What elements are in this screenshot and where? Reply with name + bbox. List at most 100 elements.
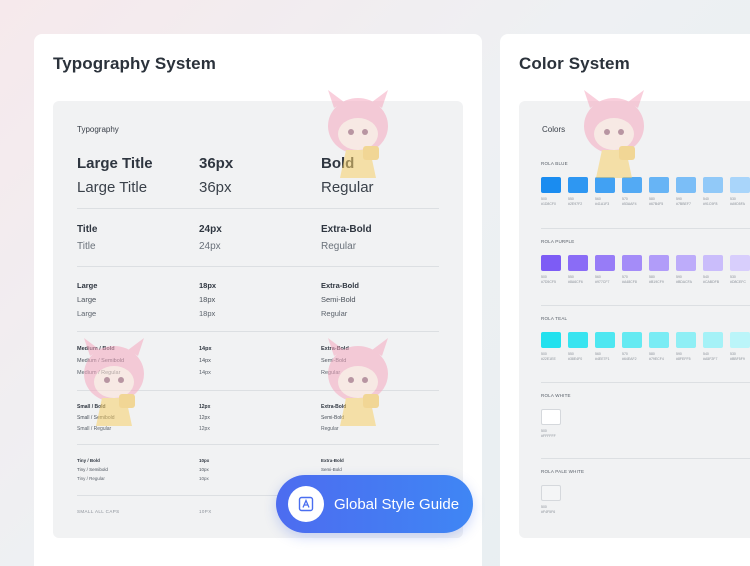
- swatch-meta: 570 #A48CF8: [622, 275, 637, 284]
- type-name: Title: [77, 241, 96, 252]
- swatch-step: 590: [676, 352, 682, 356]
- color-swatch[interactable]: [541, 177, 561, 193]
- swatch-meta: 560 #4EE7F1: [595, 352, 610, 361]
- swatch-meta: 500 #22E1EE: [541, 352, 556, 361]
- color-card-heading: Colors: [542, 125, 566, 134]
- swatch-meta: 530 #A9D5FA: [730, 197, 745, 206]
- swatch-meta: 540 #91C9F8: [703, 197, 717, 206]
- color-swatch[interactable]: [541, 485, 561, 501]
- swatch-hex: #CABDFB: [703, 279, 720, 284]
- swatch-meta: 590 #8FEFF5: [676, 352, 691, 361]
- type-name: Small / Regular: [77, 426, 112, 432]
- swatch-hex: #53AAF4: [622, 201, 637, 206]
- color-swatch[interactable]: [649, 177, 669, 193]
- type-size: 24px: [199, 224, 222, 235]
- type-weight: Bold: [321, 155, 355, 172]
- swatch-step: 590: [676, 197, 682, 201]
- swatch-hex: #7BBEF7: [676, 201, 691, 206]
- color-swatch[interactable]: [649, 332, 669, 348]
- swatch-hex: #977CF7: [595, 279, 610, 284]
- global-style-guide-button[interactable]: Global Style Guide: [276, 475, 473, 533]
- divider: [77, 266, 439, 267]
- color-group-label: ROLA TEAL: [541, 316, 568, 321]
- type-name: Medium / Regular: [77, 370, 121, 376]
- swatch-meta: 540 #CABDFB: [703, 275, 719, 284]
- swatch-meta: 550 #8A6CF6: [568, 275, 583, 284]
- color-swatch[interactable]: [568, 332, 588, 348]
- swatch-step: 550: [568, 352, 574, 356]
- type-name: Large: [77, 281, 98, 290]
- type-name: Tiny / Semibold: [77, 467, 108, 472]
- color-panel: Color System Colors ROLA BLUE 500 #1D8CF0 5…: [500, 34, 750, 566]
- type-weight: Semi-Bold: [321, 295, 356, 304]
- type-weight: Semi-Bold: [321, 415, 345, 421]
- swatch-step: 530: [730, 197, 736, 201]
- type-size: 12px: [199, 426, 210, 432]
- color-swatch[interactable]: [676, 177, 696, 193]
- swatch-meta: 590 #BDACFA: [676, 275, 692, 284]
- color-swatch[interactable]: [541, 332, 561, 348]
- color-swatch[interactable]: [649, 255, 669, 271]
- color-swatch[interactable]: [622, 177, 642, 193]
- type-size: 10PX: [199, 509, 212, 514]
- color-swatch[interactable]: [595, 332, 615, 348]
- swatch-step: 560: [595, 352, 601, 356]
- typography-panel: Typography System Typography Large Title…: [34, 34, 482, 566]
- type-size: 10px: [199, 458, 210, 463]
- type-name: Large Title: [77, 179, 148, 196]
- swatch-step: 560: [595, 275, 601, 279]
- type-size: 14px: [199, 370, 211, 376]
- color-swatch[interactable]: [622, 255, 642, 271]
- color-swatch[interactable]: [676, 332, 696, 348]
- typography-panel-title: Typography System: [53, 54, 216, 73]
- swatch-step: 500: [541, 197, 547, 201]
- color-group-label: ROLA BLUE: [541, 161, 568, 166]
- typography-card: Typography Large Title 36px Bold Large T…: [53, 101, 463, 538]
- swatch-meta: 500 #1D8CF0: [541, 197, 556, 206]
- swatch-hex: #79ECF4: [649, 356, 664, 361]
- swatch-hex: #7D5CF5: [541, 279, 556, 284]
- color-swatch[interactable]: [703, 255, 723, 271]
- divider: [541, 458, 750, 459]
- color-swatch[interactable]: [730, 177, 750, 193]
- color-group-label: ROLA WHITE: [541, 393, 571, 398]
- swatch-hex: #2E97F2: [568, 201, 583, 206]
- color-swatch[interactable]: [568, 177, 588, 193]
- swatch-meta: 530 #D8CEFC: [730, 275, 746, 284]
- color-swatch[interactable]: [541, 255, 561, 271]
- color-group-label: ROLA PURPLE: [541, 239, 575, 244]
- swatch-meta: 570 #53AAF4: [622, 197, 637, 206]
- type-name: Tiny / Regular: [77, 476, 105, 481]
- color-swatch[interactable]: [703, 177, 723, 193]
- color-swatch[interactable]: [730, 255, 750, 271]
- swatch-hex: #A48CF8: [622, 279, 637, 284]
- swatch-hex: #67B4F5: [649, 201, 664, 206]
- swatch-step: 570: [622, 197, 628, 201]
- color-swatch[interactable]: [622, 332, 642, 348]
- type-size: 36px: [199, 155, 234, 172]
- swatch-meta: 500 #7D5CF5: [541, 275, 556, 284]
- type-size: 18px: [199, 309, 216, 318]
- swatch-step: 530: [730, 275, 736, 279]
- type-size: 12px: [199, 415, 210, 421]
- divider: [541, 305, 750, 306]
- swatch-hex: #FFFFFF: [541, 433, 556, 438]
- swatch-hex: #64EAF2: [622, 356, 637, 361]
- swatch-step: 590: [676, 275, 682, 279]
- color-swatch[interactable]: [730, 332, 750, 348]
- color-swatch[interactable]: [676, 255, 696, 271]
- divider: [77, 444, 439, 445]
- color-swatch[interactable]: [541, 409, 561, 425]
- color-swatch[interactable]: [703, 332, 723, 348]
- type-size: 18px: [199, 281, 217, 290]
- swatch-step: 580: [649, 275, 655, 279]
- color-swatch[interactable]: [595, 255, 615, 271]
- color-swatch[interactable]: [595, 177, 615, 193]
- swatch-hex: #BDACFA: [676, 279, 692, 284]
- swatch-step: 550: [568, 275, 574, 279]
- swatch-meta: 590 #7BBEF7: [676, 197, 691, 206]
- type-name: Large Title: [77, 155, 153, 172]
- color-swatch[interactable]: [568, 255, 588, 271]
- type-size: 14px: [199, 358, 211, 364]
- type-weight: Extra-Bold: [321, 458, 344, 463]
